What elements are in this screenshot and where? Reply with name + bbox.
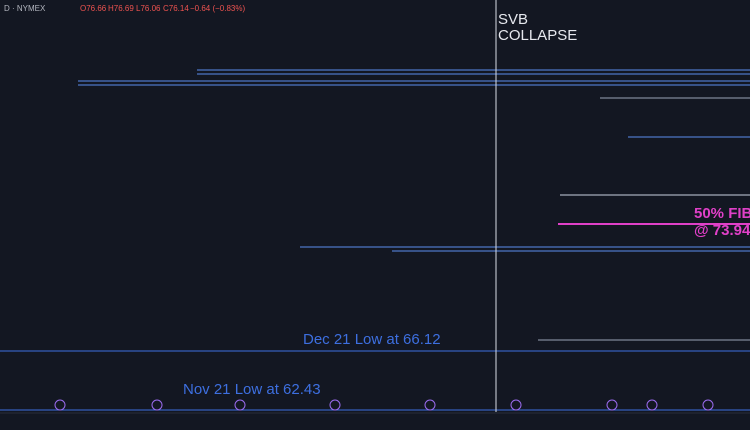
event-icon[interactable]: [606, 399, 618, 411]
event-icon[interactable]: [234, 399, 246, 411]
event-icons: [54, 399, 714, 411]
event-label: COLLAPSE: [498, 27, 577, 44]
ohlc-close: C76.14: [163, 4, 189, 13]
ohlc-open: O76.66: [80, 4, 107, 13]
horizontal-lines: [0, 0, 750, 412]
symbol: D · NYMEX: [4, 4, 46, 13]
fibo-label: 50% FIBO: [694, 205, 750, 222]
fibo-label: @ 73.94: [694, 222, 750, 239]
ohlc-change: −0.64 (−0.83%): [190, 4, 245, 13]
event-label: SVB: [498, 11, 528, 28]
event-icon[interactable]: [54, 399, 66, 411]
event-icon[interactable]: [702, 399, 714, 411]
ohlc-low: L76.06: [136, 4, 161, 13]
event-icon[interactable]: [646, 399, 658, 411]
event-icon[interactable]: [510, 399, 522, 411]
dec-low-label: Dec 21 Low at 66.12: [303, 331, 441, 348]
nov-low-label: Nov 21 Low at 62.43: [183, 381, 321, 398]
ohlc-high: H76.69: [108, 4, 134, 13]
event-icon[interactable]: [424, 399, 436, 411]
event-icon[interactable]: [329, 399, 341, 411]
event-icon[interactable]: [151, 399, 163, 411]
